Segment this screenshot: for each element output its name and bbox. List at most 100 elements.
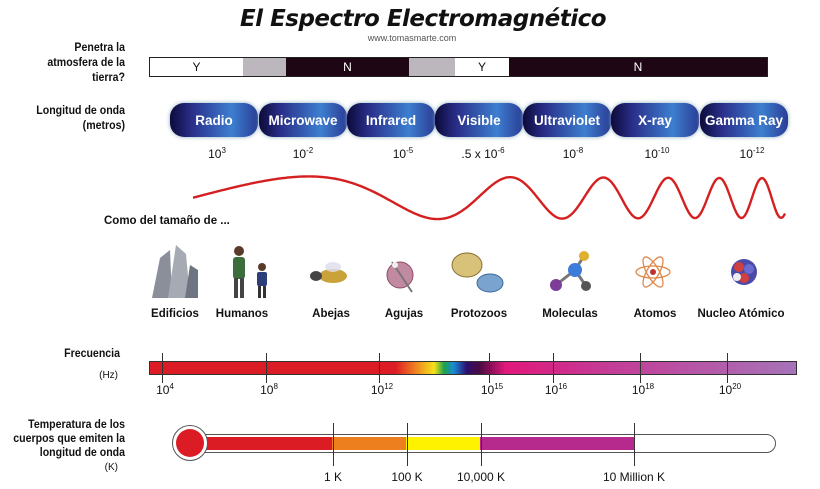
exponent: 4 <box>169 382 174 391</box>
frequency-unit: (Hz) <box>99 370 118 381</box>
base: 10 <box>631 383 646 397</box>
band-ultraviolet: Ultraviolet <box>523 103 611 137</box>
atmosphere-label: Penetra la atmosfera de la tierra? <box>47 42 125 84</box>
exponent: -2 <box>306 146 314 155</box>
base: 10 <box>392 147 407 161</box>
atmosphere-segment: N <box>286 58 409 76</box>
exponent: 8 <box>273 382 278 391</box>
band-gamma-ray: Gamma Ray <box>700 103 788 137</box>
atom-icon <box>635 256 671 288</box>
frequency-label: Frecuencia <box>64 348 120 360</box>
temperature-tick <box>634 423 635 466</box>
band-radio: Radio <box>170 103 258 137</box>
nucleus-icon <box>731 259 757 285</box>
wavelength-value: 10-12 <box>712 146 792 161</box>
exponent: -5 <box>406 146 414 155</box>
temperature-tick <box>333 423 334 466</box>
base: 10 <box>208 147 222 161</box>
humans-icon <box>233 246 267 298</box>
exponent: -6 <box>497 146 505 155</box>
base: 10 <box>370 383 385 397</box>
frequency-tick <box>489 353 490 383</box>
base: 10 <box>480 383 495 397</box>
wavelength-label: Longitud de onda (metros) <box>36 105 126 132</box>
base: 10 <box>644 147 658 161</box>
base: .5 x 10 <box>461 147 498 161</box>
frequency-tick-label: 1012 <box>352 382 412 397</box>
wavelength-value: 103 <box>177 146 257 161</box>
temperature-tick <box>407 423 408 466</box>
source-url: www.tomasmarte.com <box>367 33 457 43</box>
object-label: Protozoos <box>450 308 508 320</box>
bee-icon <box>310 262 347 283</box>
page-title: El Espectro Electromagnético <box>239 6 607 32</box>
exponent: 12 <box>384 382 394 391</box>
temperature-tick-label: 10 Million K <box>602 470 666 484</box>
base: 10 <box>156 383 170 397</box>
wavelength-value: 10-10 <box>617 146 697 161</box>
thermometer-fill <box>190 437 634 450</box>
band-visible: Visible <box>435 103 523 137</box>
frequency-tick-label: 1015 <box>462 382 522 397</box>
frequency-tick <box>640 353 641 383</box>
exponent: 16 <box>558 382 568 391</box>
wavelength-value: 10-5 <box>363 146 443 161</box>
frequency-tick-label: 1020 <box>700 382 760 397</box>
band-microwave: Microwave <box>259 103 347 137</box>
wavelength-value: 10-8 <box>533 146 613 161</box>
base: 10 <box>260 383 274 397</box>
wavelength-value: .5 x 10-6 <box>443 146 523 161</box>
object-label: Humanos <box>215 308 269 320</box>
wave-graphic <box>192 175 787 221</box>
frequency-tick <box>266 353 267 383</box>
base: 10 <box>739 147 753 161</box>
wave-path <box>192 175 787 221</box>
frequency-tick <box>162 353 163 383</box>
buildings-icon <box>152 245 198 298</box>
band-infrared: Infrared <box>347 103 435 137</box>
object-label: Atomos <box>633 308 677 320</box>
object-label: Agujas <box>384 308 424 320</box>
object-label: Edificios <box>151 308 199 320</box>
object-label: Abejas <box>312 308 350 320</box>
thermometer-bulb <box>176 429 204 457</box>
atmosphere-segment: Y <box>150 58 243 76</box>
frequency-tick-label: 108 <box>239 382 299 397</box>
exponent: 18 <box>645 382 655 391</box>
needle-icon <box>386 261 414 293</box>
frequency-tick-label: 1018 <box>613 382 673 397</box>
base: 10 <box>562 147 577 161</box>
exponent: 3 <box>221 146 226 155</box>
atmosphere-segment: Y <box>455 58 509 76</box>
temperature-tick-label: 1 K <box>323 470 342 484</box>
exponent: -10 <box>657 146 670 155</box>
exponent: 15 <box>494 382 504 391</box>
size-label: Como del tamaño de ... <box>104 215 230 227</box>
frequency-tick <box>553 353 554 383</box>
band-x-ray: X-ray <box>611 103 699 137</box>
frequency-tick <box>379 353 380 383</box>
exponent: 20 <box>732 382 742 391</box>
atmosphere-segment: N <box>509 58 767 76</box>
wavelength-value: 10-2 <box>263 146 343 161</box>
object-label: Moleculas <box>542 308 598 320</box>
object-label: Nucleo Atómico <box>697 308 785 320</box>
frequency-tick-label: 1016 <box>526 382 586 397</box>
frequency-tick <box>727 353 728 383</box>
molecule-icon <box>550 251 591 291</box>
base: 10 <box>718 383 733 397</box>
exponent: -12 <box>752 146 765 155</box>
base: 10 <box>292 147 307 161</box>
size-icons <box>152 245 757 298</box>
base: 10 <box>544 383 559 397</box>
temperature-tick-label: 100 K <box>391 470 423 484</box>
temperature-label: Temperatura de los cuerpos que emiten la… <box>13 419 126 459</box>
temperature-unit: (K) <box>104 462 118 473</box>
frequency-tick-label: 104 <box>135 382 195 397</box>
atmosphere-segment <box>243 58 286 76</box>
exponent: -8 <box>576 146 584 155</box>
protozoa-icon <box>451 252 504 293</box>
frequency-bar <box>149 361 797 375</box>
temperature-tick <box>481 423 482 466</box>
